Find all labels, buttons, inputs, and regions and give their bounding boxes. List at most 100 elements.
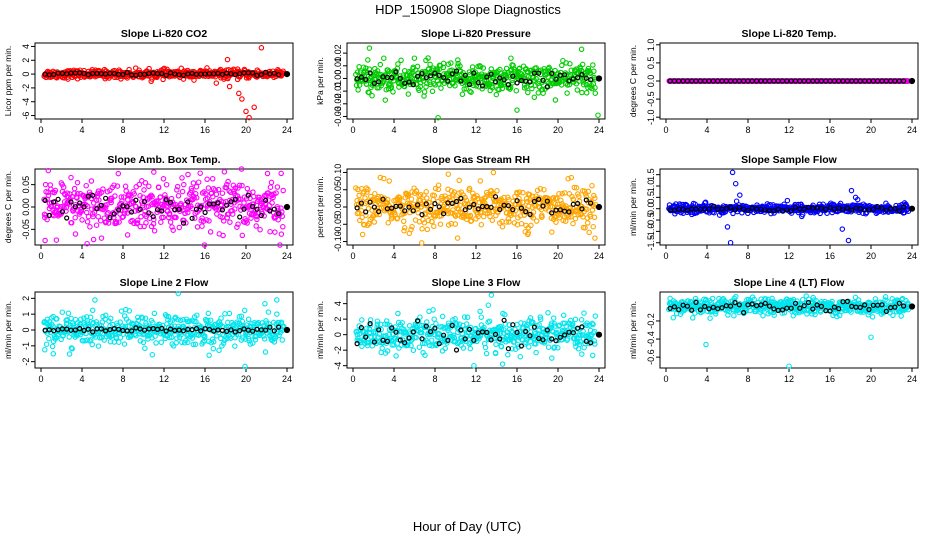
data-point bbox=[235, 221, 241, 227]
data-point bbox=[213, 191, 220, 198]
data-point bbox=[98, 235, 105, 241]
data-point bbox=[448, 60, 454, 66]
data-point bbox=[531, 94, 538, 101]
data-point bbox=[552, 97, 559, 103]
data-point bbox=[232, 185, 239, 191]
data-point bbox=[122, 323, 129, 330]
mean-point bbox=[792, 204, 799, 210]
data-point bbox=[413, 334, 419, 341]
data-point bbox=[74, 179, 81, 186]
data-point bbox=[60, 184, 67, 190]
data-point bbox=[589, 320, 595, 327]
data-point bbox=[65, 310, 72, 317]
data-point bbox=[396, 196, 403, 203]
data-point bbox=[388, 82, 394, 88]
data-point bbox=[442, 345, 448, 352]
data-point bbox=[147, 193, 153, 200]
data-point bbox=[261, 213, 267, 219]
y-tick-label: -6 bbox=[21, 112, 31, 120]
data-point bbox=[579, 61, 586, 68]
data-point bbox=[466, 185, 473, 192]
mean-point bbox=[823, 206, 829, 212]
data-point bbox=[419, 226, 425, 232]
data-point bbox=[455, 63, 461, 69]
data-point bbox=[408, 226, 414, 233]
data-point bbox=[95, 188, 102, 194]
data-point bbox=[98, 189, 105, 196]
y-tick-label: 0.5 bbox=[646, 57, 656, 70]
x-tick-label: 20 bbox=[241, 125, 251, 135]
data-point bbox=[392, 211, 398, 218]
mean-point bbox=[250, 203, 256, 209]
mean-point bbox=[237, 328, 243, 334]
data-point bbox=[453, 77, 459, 83]
data-point bbox=[189, 188, 195, 194]
mean-point bbox=[844, 205, 851, 211]
data-point bbox=[537, 186, 544, 192]
data-point bbox=[431, 223, 437, 230]
mean-point bbox=[250, 328, 256, 334]
data-point bbox=[591, 68, 597, 75]
outlier-point bbox=[568, 174, 575, 181]
data-point bbox=[199, 223, 205, 229]
x-tick-label: 4 bbox=[391, 251, 396, 261]
mean-point bbox=[263, 69, 269, 75]
data-point bbox=[354, 331, 360, 338]
data-point bbox=[193, 184, 200, 190]
data-point bbox=[437, 324, 444, 330]
data-point bbox=[90, 200, 97, 206]
series-mean bbox=[42, 192, 291, 226]
mean-point bbox=[228, 199, 234, 205]
data-point bbox=[45, 192, 52, 199]
mean-point bbox=[574, 325, 581, 331]
data-point bbox=[174, 335, 180, 341]
data-point bbox=[197, 170, 203, 176]
mean-point bbox=[436, 72, 442, 78]
data-point bbox=[112, 193, 118, 199]
data-point bbox=[143, 220, 149, 226]
data-point bbox=[537, 314, 544, 320]
data-point bbox=[559, 62, 565, 69]
mean-point bbox=[684, 207, 691, 213]
outlier-point bbox=[355, 87, 361, 93]
series-all-measurements bbox=[41, 45, 287, 121]
mean-point bbox=[397, 203, 403, 209]
data-point bbox=[280, 187, 286, 194]
mean-point bbox=[124, 204, 130, 210]
mean-point bbox=[900, 204, 907, 210]
data-point bbox=[390, 89, 396, 95]
data-point bbox=[140, 339, 147, 346]
data-point bbox=[539, 214, 545, 220]
data-point bbox=[87, 224, 93, 230]
mean-point bbox=[159, 208, 165, 214]
data-point bbox=[268, 179, 275, 186]
data-point bbox=[141, 187, 147, 193]
mean-point bbox=[64, 215, 70, 221]
mean-point bbox=[736, 204, 742, 210]
data-point bbox=[376, 211, 383, 218]
mean-point bbox=[570, 330, 576, 336]
mean-point bbox=[77, 200, 83, 206]
data-point bbox=[149, 351, 156, 358]
data-point bbox=[244, 220, 250, 226]
x-tick-label: 20 bbox=[866, 374, 876, 384]
mean-point bbox=[271, 328, 277, 334]
mean-point bbox=[85, 71, 91, 78]
data-point bbox=[79, 217, 85, 223]
outlier-point bbox=[151, 169, 157, 175]
data-point bbox=[393, 353, 399, 359]
mean-point bbox=[245, 192, 251, 198]
data-point bbox=[272, 229, 278, 235]
data-point bbox=[72, 214, 78, 221]
data-point bbox=[381, 175, 387, 182]
y-tick-label: 0.0 bbox=[646, 202, 656, 215]
x-tick-label: 24 bbox=[594, 374, 604, 384]
data-point bbox=[427, 209, 433, 215]
data-point bbox=[578, 317, 585, 323]
data-point bbox=[121, 210, 128, 217]
data-point bbox=[216, 322, 223, 329]
data-point bbox=[151, 228, 158, 234]
mean-point bbox=[224, 202, 230, 208]
y-tick-label: 4 bbox=[333, 301, 343, 306]
data-point bbox=[483, 350, 490, 357]
